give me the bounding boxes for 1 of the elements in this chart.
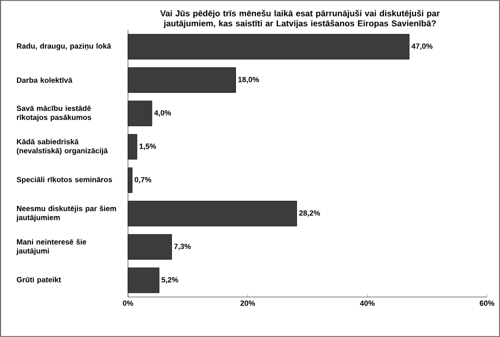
chart-title: Vai Jūs pēdējo trīs mēnešu laikā esat pārrunājuši vai diskutējuši par jautājumiem, kas saistīti ar Latvijas iestāšanos Eiropas Savienībā? <box>160 10 440 28</box>
